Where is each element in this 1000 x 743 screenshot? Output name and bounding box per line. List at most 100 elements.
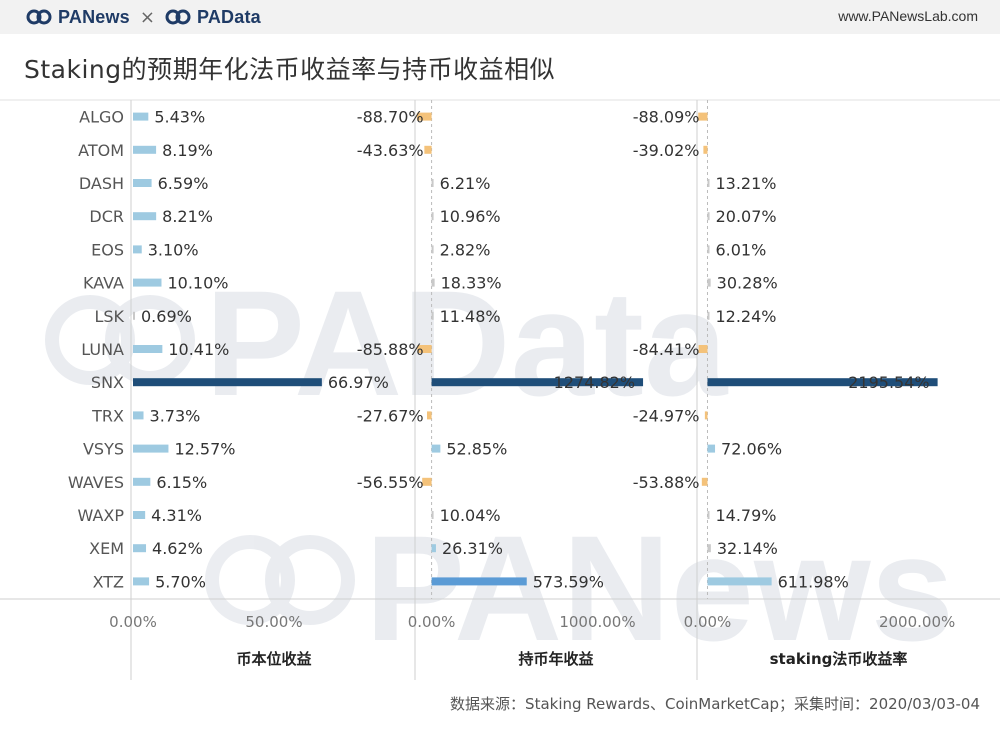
bar-snx-panel-1 [431,378,644,387]
bar-xem-panel-1 [431,544,436,553]
value-label-waxp-panel-2: 14.79% [715,506,776,525]
tick-label-panel-0-1: 50.00% [245,613,302,631]
panel-title-0: 币本位收益 [236,650,311,668]
value-label-waxp-panel-1: 10.04% [440,506,501,525]
bar-dash-panel-0 [133,179,152,187]
bar-vsys-panel-0 [133,444,169,453]
bar-luna-panel-0 [133,345,163,353]
panews-logo-icon [26,9,52,25]
value-label-dash-panel-1: 6.21% [440,174,491,193]
bar-algo-panel-0 [133,112,149,121]
category-label-vsys: VSYS [83,440,124,459]
watermark-bottom-text: PANews [365,504,954,672]
bar-dcr-panel-2 [707,212,710,221]
value-label-atom-panel-2: -39.02% [633,141,700,160]
bar-waxp-panel-1 [431,511,434,519]
bar-dcr-panel-1 [431,212,434,221]
category-label-eos: EOS [91,240,124,259]
value-label-vsys-panel-1: 52.85% [446,440,507,459]
logo-right-text: PAData [196,6,261,27]
site-url[interactable]: www.PANewsLab.com [838,8,978,24]
bar-dash-panel-1 [431,179,434,187]
bar-waxp-panel-0 [133,511,146,519]
bar-trx-panel-0 [133,411,144,420]
category-label-trx: TRX [91,406,124,425]
bar-lsk-panel-0 [133,311,135,320]
category-label-luna: LUNA [81,340,124,359]
bar-atom-panel-0 [133,145,157,154]
bar-xem-panel-2 [707,544,711,553]
value-label-snx-panel-1: 1274.82% [554,373,635,392]
bar-xtz-panel-1 [431,577,527,586]
tick-label-panel-1-0: 0.00% [408,613,456,631]
bar-waves-panel-0 [133,477,151,486]
panel-title-2: staking法币收益率 [770,650,908,668]
bar-atom-panel-2 [703,145,708,154]
bar-lsk-panel-2 [707,311,710,320]
value-label-xem-panel-2: 32.14% [717,539,778,558]
bar-kava-panel-1 [431,278,435,287]
category-label-snx: SNX [91,373,124,392]
value-label-waves-panel-2: -53.88% [633,473,700,492]
tick-label-panel-0-0: 0.00% [109,613,157,631]
value-label-dcr-panel-1: 10.96% [440,207,501,226]
value-label-kava-panel-2: 30.28% [717,274,778,293]
padata-logo-icon [165,9,191,25]
value-label-lsk-panel-1: 11.48% [440,307,501,326]
bar-dash-panel-2 [707,179,710,187]
value-label-algo-panel-2: -88.09% [633,108,700,127]
value-label-eos-panel-2: 6.01% [715,240,766,259]
category-label-dash: DASH [79,174,124,193]
bar-snx-panel-2 [707,378,938,387]
logo-left-text: PANews [58,6,130,27]
bar-eos-panel-2 [707,245,710,254]
value-label-trx-panel-1: -27.67% [357,406,424,425]
watermark-top-text: PAData [205,259,729,427]
category-label-atom: ATOM [78,141,124,160]
bar-vsys-panel-1 [431,444,441,453]
category-label-lsk: LSK [94,307,124,326]
bar-waves-panel-1 [422,477,432,486]
value-label-luna-panel-2: -84.41% [633,340,700,359]
value-label-eos-panel-0: 3.10% [148,240,199,259]
bar-xtz-panel-0 [133,577,150,586]
logo-group: PANews × PAData [26,6,261,28]
logo-separator: × [139,6,155,28]
category-label-dcr: DCR [89,207,124,226]
category-label-xem: XEM [89,539,124,558]
value-label-dash-panel-0: 6.59% [158,174,209,193]
value-label-vsys-panel-2: 72.06% [721,440,782,459]
value-label-kava-panel-0: 10.10% [167,274,228,293]
bar-lsk-panel-1 [431,311,434,320]
value-label-trx-panel-0: 3.73% [150,406,201,425]
value-label-algo-panel-1: -88.70% [357,108,424,127]
value-label-snx-panel-2: 2195.54% [848,373,929,392]
value-label-kava-panel-1: 18.33% [441,274,502,293]
value-label-lsk-panel-0: 0.69% [141,307,192,326]
bar-algo-panel-1 [416,112,432,121]
category-label-xtz: XTZ [93,572,124,591]
category-label-algo: ALGO [79,108,124,127]
value-label-atom-panel-0: 8.19% [162,141,213,160]
bar-dcr-panel-0 [133,212,157,221]
bar-waxp-panel-2 [707,511,710,519]
bar-trx-panel-1 [426,411,432,420]
value-label-lsk-panel-2: 12.24% [715,307,776,326]
value-label-trx-panel-2: -24.97% [633,406,700,425]
value-label-xtz-panel-2: 611.98% [778,572,849,591]
data-source-note: 数据来源：Staking Rewards、CoinMarketCap；采集时间：… [450,695,980,713]
value-label-xem-panel-1: 26.31% [442,539,503,558]
bar-kava-panel-0 [133,278,162,287]
value-label-luna-panel-0: 10.41% [168,340,229,359]
bar-snx-panel-0 [133,378,322,387]
chart-title: Staking的预期年化法币收益率与持币收益相似 [24,55,556,84]
chart-layer: ALGO ATOM DASH DCR EOS KAVA LSK LUNA SNX TRX VSYS W… [0,99,1000,680]
bar-luna-panel-2 [698,345,708,353]
bar-eos-panel-0 [133,245,142,254]
bar-luna-panel-1 [417,345,432,353]
watermark-bottom: PANews [205,504,954,672]
header-bar: PANews × PAData www.PANewsLab.com [0,0,1000,34]
bar-kava-panel-2 [707,278,711,287]
value-label-dcr-panel-0: 8.21% [162,207,213,226]
